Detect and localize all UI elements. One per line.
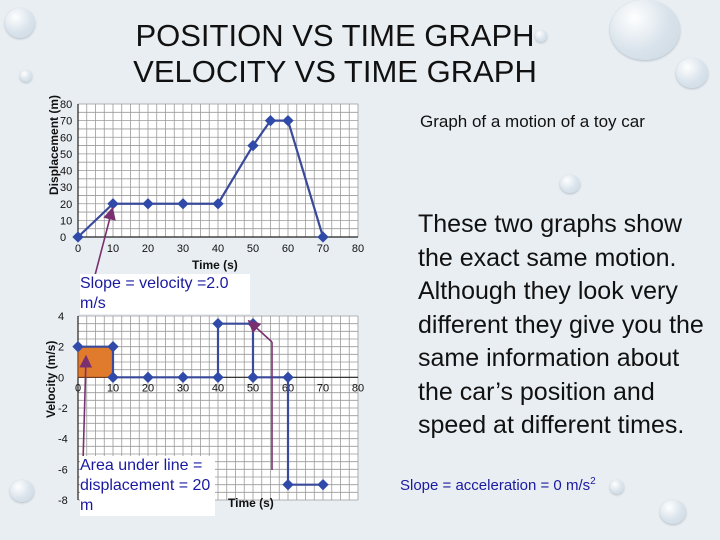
water-drop (5, 8, 35, 38)
velocity-series-line (78, 322, 323, 486)
slope-zero-superscript: 2 (590, 476, 596, 487)
velocity-ytick-label: -8 (58, 495, 68, 507)
position-ytick-label: 10 (60, 215, 72, 227)
position-data-point (212, 198, 224, 210)
position-chart-xlabel: Time (s) (192, 258, 238, 272)
position-xtick-label: 30 (177, 243, 189, 255)
velocity-data-point (177, 371, 189, 383)
position-ytick-label: 30 (60, 182, 72, 194)
velocity-ytick-label: 4 (58, 311, 64, 323)
velocity-data-point (282, 479, 294, 491)
position-chart-ylabel: Displacement (m) (47, 94, 61, 195)
velocity-ytick-label: 0 (58, 372, 64, 384)
velocity-chart-ylabel: Velocity (m/s) (44, 340, 58, 418)
position-data-point (247, 139, 259, 152)
position-ytick-label: 50 (60, 149, 72, 161)
water-drop (676, 58, 708, 88)
position-ytick-label: 20 (60, 199, 72, 211)
velocity-data-point (212, 318, 224, 330)
velocity-xtick-label: 80 (352, 382, 364, 394)
water-drop (560, 175, 580, 193)
velocity-data-point (142, 371, 154, 383)
velocity-ytick-label: -4 (58, 434, 68, 446)
position-data-point (142, 198, 154, 210)
position-ytick-label: 40 (60, 166, 72, 178)
position-ytick-label: 80 (60, 99, 72, 111)
velocity-data-point (282, 371, 294, 383)
velocity-xtick-label: 50 (247, 382, 259, 394)
velocity-xtick-label: 0 (75, 382, 81, 394)
explanation-text: These two graphs show the exact same mot… (418, 210, 704, 439)
velocity-data-point (212, 371, 224, 383)
position-ytick-label: 60 (60, 132, 72, 144)
title-line-1: POSITION VS TIME GRAPH (135, 18, 535, 53)
position-ytick-label: 0 (60, 232, 66, 244)
slope-zero-text: Slope = acceleration = 0 m/s (400, 477, 591, 494)
slope-annotation: Slope = velocity =2.0 m/s (80, 274, 250, 314)
velocity-data-point (247, 371, 259, 383)
area-arrow (79, 354, 93, 463)
slope-zero-note: Slope = acceleration = 0 m/s2 (400, 472, 596, 495)
velocity-xtick-label: 10 (107, 382, 119, 394)
velocity-xtick-label: 70 (317, 382, 329, 394)
position-xtick-label: 10 (107, 243, 119, 255)
velocity-data-point (317, 479, 329, 491)
velocity-area-fill (77, 346, 114, 378)
position-xtick-label: 50 (247, 243, 259, 255)
position-xtick-label: 80 (352, 243, 364, 255)
velocity-ytick-label: -2 (58, 403, 68, 415)
position-xtick-label: 70 (317, 243, 329, 255)
velocity-chart-xlabel: Time (s) (228, 496, 274, 510)
water-drop (20, 70, 32, 82)
velocity-xtick-label: 40 (212, 382, 224, 394)
position-ytick-label: 70 (60, 116, 72, 128)
velocity-xtick-label: 20 (142, 382, 154, 394)
position-xtick-label: 40 (212, 243, 224, 255)
water-drop (10, 480, 34, 502)
title-line-2: VELOCITY VS TIME GRAPH (133, 54, 537, 89)
graph-caption: Graph of a motion of a toy car (420, 112, 645, 131)
position-xtick-label: 0 (75, 243, 81, 255)
position-data-point (317, 231, 329, 243)
velocity-ytick-label: -6 (58, 464, 68, 476)
position-xtick-label: 60 (282, 243, 294, 255)
velocity-xtick-label: 30 (177, 382, 189, 394)
slope-zero-arrow-head (247, 319, 273, 343)
water-drop (610, 0, 680, 60)
velocity-ytick-label: 2 (58, 342, 64, 354)
area-annotation: Area under line = displacement = 20 m (80, 456, 215, 516)
position-xtick-label: 20 (142, 243, 154, 255)
water-drop (535, 30, 547, 42)
position-data-point (177, 198, 189, 210)
water-drop (660, 500, 686, 524)
water-drop (610, 480, 624, 494)
